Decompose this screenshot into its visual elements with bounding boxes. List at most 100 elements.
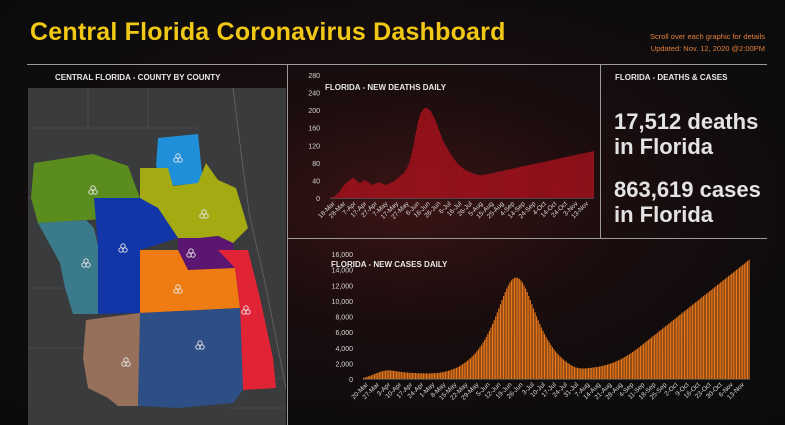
bar[interactable]: [346, 183, 347, 198]
bar[interactable]: [386, 184, 388, 198]
bar[interactable]: [611, 362, 613, 379]
bar[interactable]: [525, 165, 526, 198]
bar[interactable]: [412, 145, 414, 198]
bar[interactable]: [360, 182, 362, 199]
bar[interactable]: [658, 331, 660, 379]
bar[interactable]: [374, 183, 376, 198]
bar[interactable]: [411, 372, 413, 379]
bar[interactable]: [452, 369, 454, 379]
bar[interactable]: [479, 347, 481, 380]
bar[interactable]: [709, 291, 711, 379]
bar[interactable]: [394, 180, 396, 198]
bar[interactable]: [570, 365, 572, 379]
bar[interactable]: [402, 372, 404, 380]
bar[interactable]: [375, 373, 377, 380]
bar[interactable]: [351, 178, 352, 198]
bar[interactable]: [698, 299, 700, 379]
bar[interactable]: [488, 173, 490, 198]
bar[interactable]: [467, 171, 469, 198]
bar[interactable]: [548, 160, 550, 198]
bar[interactable]: [336, 194, 337, 198]
bar[interactable]: [710, 289, 712, 379]
bar[interactable]: [379, 182, 381, 199]
map-marker-icon[interactable]: [199, 209, 209, 219]
bar[interactable]: [371, 184, 373, 198]
bar[interactable]: [639, 346, 642, 379]
bar[interactable]: [584, 152, 586, 198]
bar[interactable]: [661, 328, 664, 379]
bar[interactable]: [507, 169, 508, 198]
bar[interactable]: [362, 181, 364, 198]
bar[interactable]: [399, 176, 401, 198]
bar[interactable]: [694, 302, 697, 379]
bar[interactable]: [439, 131, 440, 198]
bar[interactable]: [654, 334, 656, 379]
bar[interactable]: [532, 308, 535, 380]
bar[interactable]: [356, 180, 358, 198]
bar[interactable]: [579, 154, 581, 198]
bar[interactable]: [726, 277, 728, 379]
bar[interactable]: [543, 333, 546, 379]
bar[interactable]: [545, 336, 547, 379]
bar[interactable]: [515, 277, 517, 379]
bar[interactable]: [608, 364, 610, 379]
bar[interactable]: [490, 173, 492, 198]
bar[interactable]: [592, 367, 594, 379]
bar[interactable]: [483, 174, 485, 198]
bar[interactable]: [723, 279, 725, 379]
bar[interactable]: [491, 172, 493, 198]
bar[interactable]: [671, 321, 673, 379]
bar[interactable]: [668, 323, 670, 379]
bar[interactable]: [712, 288, 714, 379]
bar[interactable]: [705, 293, 708, 379]
bar[interactable]: [500, 171, 502, 198]
bar[interactable]: [650, 337, 653, 379]
bar[interactable]: [572, 155, 574, 198]
bar[interactable]: [742, 264, 744, 379]
bar[interactable]: [424, 108, 425, 198]
bar[interactable]: [330, 197, 331, 199]
bar[interactable]: [735, 269, 738, 379]
bar[interactable]: [528, 296, 530, 379]
bar[interactable]: [382, 183, 384, 198]
bar[interactable]: [690, 306, 692, 379]
bar[interactable]: [621, 358, 623, 379]
bar[interactable]: [411, 149, 413, 198]
bar[interactable]: [389, 370, 391, 379]
bar[interactable]: [685, 309, 687, 379]
bar[interactable]: [519, 167, 520, 198]
bar[interactable]: [421, 373, 423, 379]
bar[interactable]: [393, 181, 395, 198]
bar[interactable]: [471, 172, 473, 198]
bar[interactable]: [469, 172, 471, 198]
bar[interactable]: [490, 327, 492, 379]
bar[interactable]: [644, 342, 646, 379]
bar[interactable]: [559, 158, 561, 198]
bar[interactable]: [404, 170, 406, 198]
bar[interactable]: [433, 373, 435, 379]
bar[interactable]: [470, 172, 472, 198]
bar[interactable]: [380, 183, 382, 198]
bar[interactable]: [569, 156, 571, 198]
bar[interactable]: [701, 297, 703, 379]
bar[interactable]: [332, 197, 333, 198]
bar[interactable]: [477, 349, 480, 379]
bar[interactable]: [571, 155, 573, 198]
bar[interactable]: [499, 171, 501, 198]
bar[interactable]: [562, 157, 564, 198]
bar[interactable]: [392, 370, 395, 379]
bar[interactable]: [691, 304, 693, 379]
bar[interactable]: [677, 316, 679, 379]
bar[interactable]: [556, 158, 558, 198]
bar[interactable]: [458, 366, 461, 379]
bar[interactable]: [514, 277, 516, 379]
bar[interactable]: [529, 300, 531, 379]
bar[interactable]: [429, 110, 430, 198]
bar[interactable]: [377, 182, 379, 199]
bar[interactable]: [504, 170, 506, 199]
bar[interactable]: [529, 165, 531, 198]
bar[interactable]: [444, 371, 446, 379]
bar[interactable]: [537, 320, 539, 379]
bar[interactable]: [389, 183, 391, 198]
bar[interactable]: [635, 349, 637, 379]
